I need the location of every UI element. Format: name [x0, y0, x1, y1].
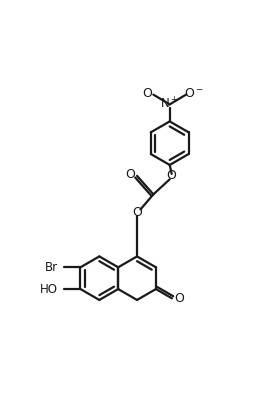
Text: O: O — [125, 168, 135, 181]
Text: N$^+$: N$^+$ — [160, 97, 179, 112]
Text: HO: HO — [40, 283, 58, 296]
Text: O$^-$: O$^-$ — [184, 87, 204, 100]
Text: O: O — [167, 169, 177, 182]
Text: O: O — [143, 87, 152, 100]
Text: O: O — [174, 292, 184, 305]
Text: O: O — [132, 206, 142, 219]
Text: Br: Br — [45, 261, 58, 274]
